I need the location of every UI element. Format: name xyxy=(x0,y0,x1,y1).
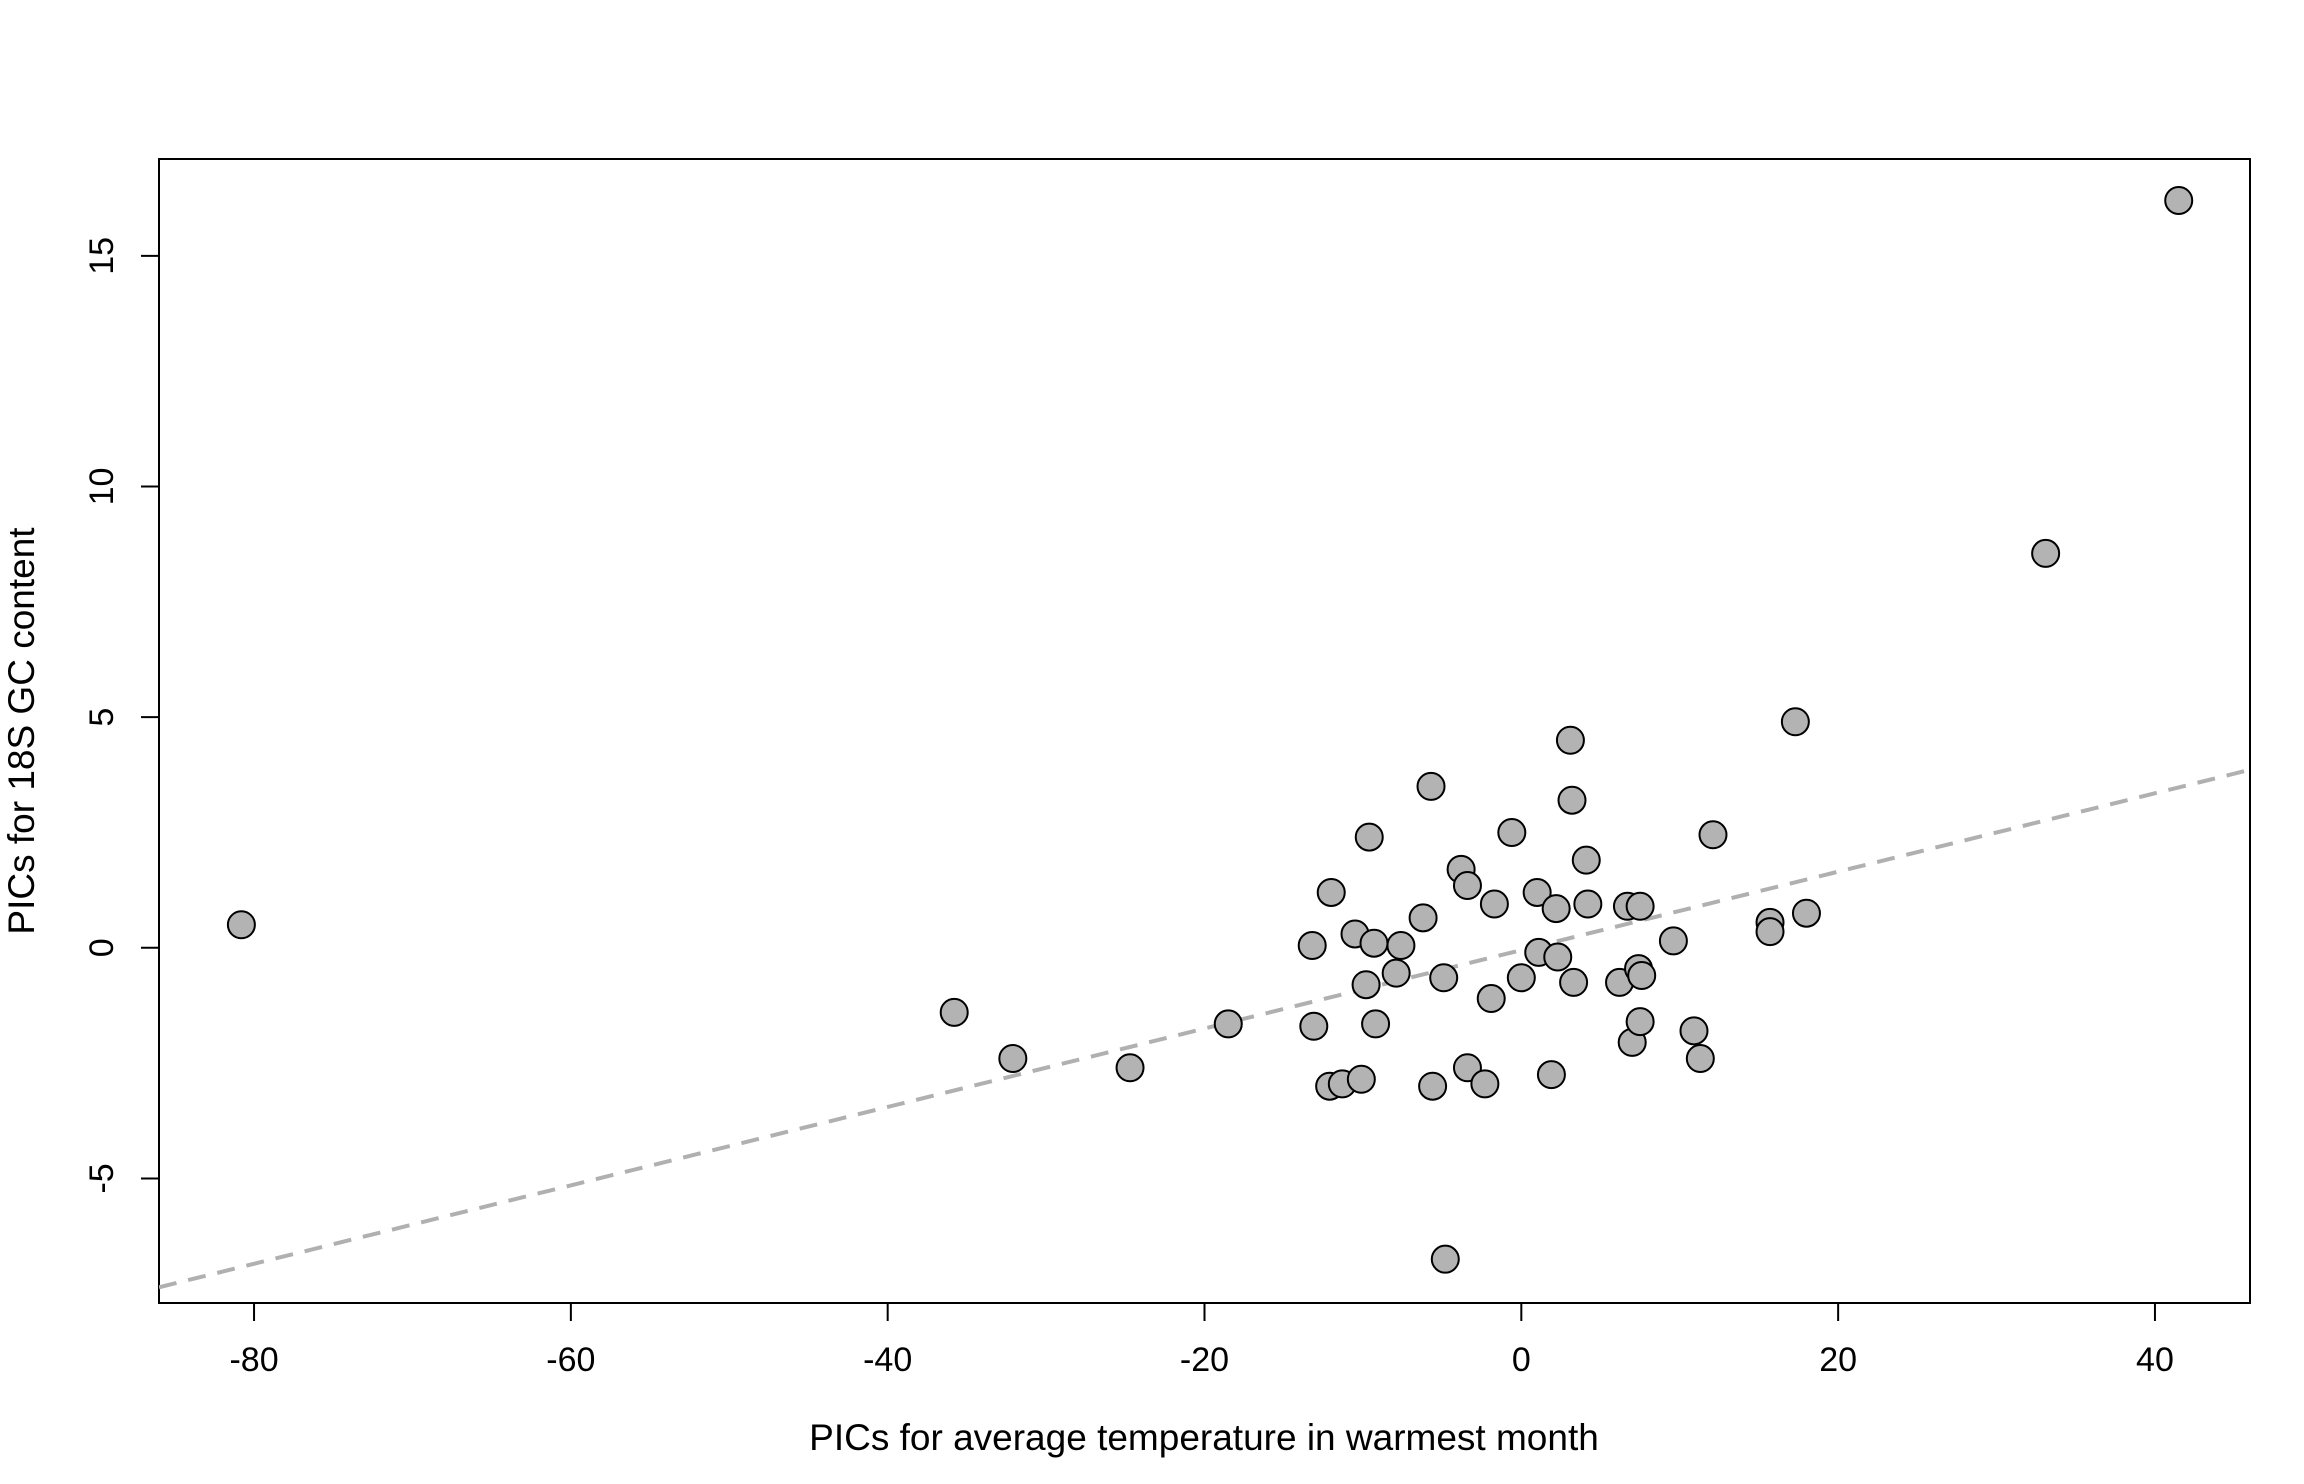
data-point xyxy=(1479,889,1509,919)
data-point xyxy=(1625,891,1655,921)
y-tick-label: 5 xyxy=(83,708,121,727)
y-tick-label: 0 xyxy=(83,938,121,957)
x-tick-label: -20 xyxy=(1180,1341,1229,1379)
data-point xyxy=(1506,963,1536,993)
data-point xyxy=(1571,845,1601,875)
y-tick-label: 15 xyxy=(83,237,121,275)
x-tick-label: -80 xyxy=(229,1341,278,1379)
data-point xyxy=(1557,785,1587,815)
plot-frame xyxy=(158,158,2251,1304)
data-point xyxy=(1755,917,1785,947)
data-point xyxy=(1213,1009,1243,1039)
data-point xyxy=(1386,931,1416,960)
data-point xyxy=(1679,1016,1709,1046)
data-point xyxy=(1408,903,1438,933)
data-point xyxy=(1354,822,1384,852)
data-point xyxy=(1780,707,1810,737)
data-point xyxy=(1627,960,1657,990)
data-point xyxy=(1359,928,1389,958)
x-tick-label: 0 xyxy=(1512,1341,1531,1379)
data-point xyxy=(226,910,256,940)
data-point xyxy=(1573,889,1603,919)
data-point xyxy=(1497,817,1527,847)
x-tick-label: 20 xyxy=(1819,1341,1857,1379)
fit-line-layer xyxy=(159,767,2250,1290)
data-point xyxy=(1541,894,1571,924)
data-point xyxy=(1430,1244,1460,1274)
data-point xyxy=(1418,1071,1448,1101)
data-point xyxy=(1543,942,1573,972)
data-point xyxy=(1470,1069,1500,1099)
data-point xyxy=(1346,1064,1376,1094)
data-point xyxy=(1416,771,1446,801)
x-axis-title: PICs for average temperature in warmest … xyxy=(809,1417,1599,1458)
points-layer xyxy=(226,186,2194,1274)
x-tick-label: -40 xyxy=(863,1341,912,1379)
data-point xyxy=(1791,898,1821,928)
data-point xyxy=(1476,984,1506,1014)
data-point xyxy=(1381,958,1411,988)
data-point xyxy=(1658,926,1688,956)
y-axis: -5 0 5 10 15 xyxy=(83,237,160,1194)
data-point xyxy=(998,1044,1028,1074)
data-point xyxy=(1299,1011,1329,1041)
data-point xyxy=(1452,871,1482,901)
x-tick-label: -60 xyxy=(546,1341,595,1379)
data-point xyxy=(939,997,969,1027)
y-axis-title: PICs for 18S GC content xyxy=(1,527,42,935)
data-point xyxy=(1559,967,1589,997)
data-point xyxy=(1555,725,1585,755)
data-point xyxy=(1698,820,1728,850)
x-tick-label: 40 xyxy=(2136,1341,2174,1379)
data-point xyxy=(1522,877,1552,907)
data-point xyxy=(1429,963,1459,993)
data-point xyxy=(1625,1007,1655,1037)
y-tick-label: 10 xyxy=(83,468,121,506)
data-point xyxy=(1351,970,1381,1000)
data-point xyxy=(1536,1060,1566,1090)
data-point xyxy=(2164,186,2194,216)
y-tick-label: -5 xyxy=(83,1163,121,1193)
data-point xyxy=(1685,1044,1715,1074)
regression-line xyxy=(159,767,2250,1290)
x-axis: -80 -60 -40 -20 0 20 40 xyxy=(229,1302,2174,1379)
data-point xyxy=(1316,877,1346,907)
data-point xyxy=(2031,538,2061,568)
data-point xyxy=(1297,931,1327,960)
data-point xyxy=(1115,1053,1145,1083)
data-point xyxy=(1361,1009,1391,1039)
